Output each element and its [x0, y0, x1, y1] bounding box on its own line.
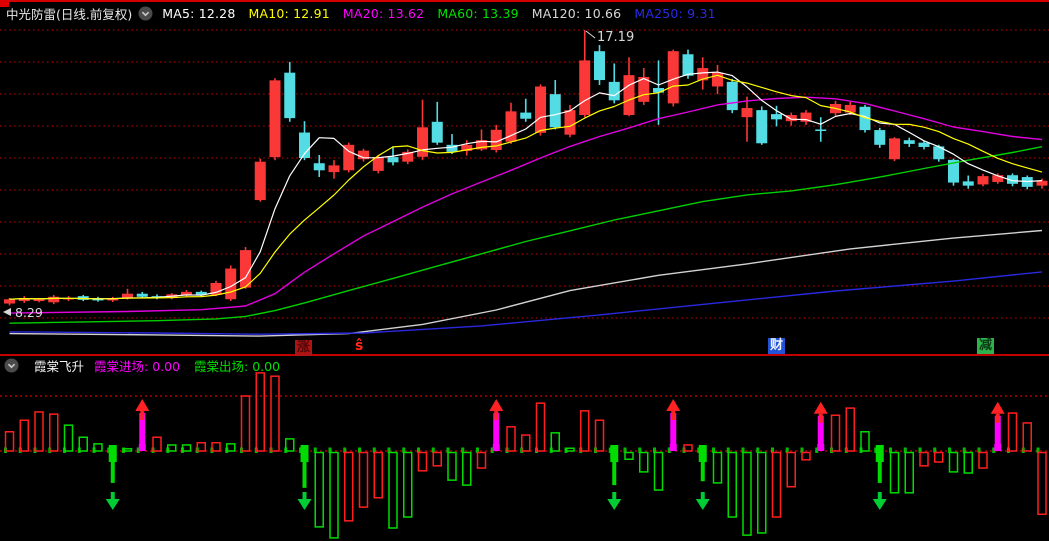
ma5-readout: MA5: 12.28: [162, 5, 236, 21]
chevron-down-icon[interactable]: [4, 358, 19, 373]
price-annotations: 17.19 8.29: [3, 30, 634, 320]
watermark-zhang-badge: 涨: [295, 340, 312, 356]
ma120-readout: MA120: 10.66: [531, 5, 622, 21]
high-price-annotation: 17.19: [597, 30, 634, 45]
chevron-down-icon[interactable]: [138, 6, 153, 21]
ma20-readout: MA20: 13.62: [342, 5, 425, 21]
stock-title: 中光防雷(日线.前复权): [6, 6, 133, 22]
main-chart-header: 中光防雷(日线.前复权) MA5: 12.28 MA10: 12.91 MA20…: [6, 4, 729, 22]
watermark-jian-badge: 减: [977, 338, 994, 354]
grid-lines: [0, 29, 1049, 452]
indicator-title: 霞棠飞升: [34, 358, 85, 374]
high-annotation-leader: [585, 30, 596, 39]
indicator-exit-value: 霞棠出场: 0.00: [194, 358, 281, 374]
low-annotation-arrow-icon: [3, 308, 11, 316]
indicator-bars: [4, 372, 1047, 539]
ma250-readout: MA250: 9.31: [634, 5, 716, 21]
candlesticks: [4, 30, 1048, 306]
ma60-readout: MA60: 13.39: [437, 5, 519, 21]
watermark-s-mark: ŝ: [355, 338, 364, 354]
ma10-readout: MA10: 12.91: [248, 5, 330, 21]
top-border-line: [0, 0, 1049, 2]
low-price-annotation: 8.29: [15, 305, 43, 320]
watermark-cai-badge: 财: [768, 338, 785, 354]
indicator-header: 霞棠飞升 霞棠进场: 0.00 霞棠出场: 0.00: [4, 357, 294, 374]
corner-marker: [0, 0, 9, 7]
moving-average-lines: [9, 71, 1043, 337]
indicator-entry-value: 霞棠进场: 0.00: [94, 358, 181, 374]
